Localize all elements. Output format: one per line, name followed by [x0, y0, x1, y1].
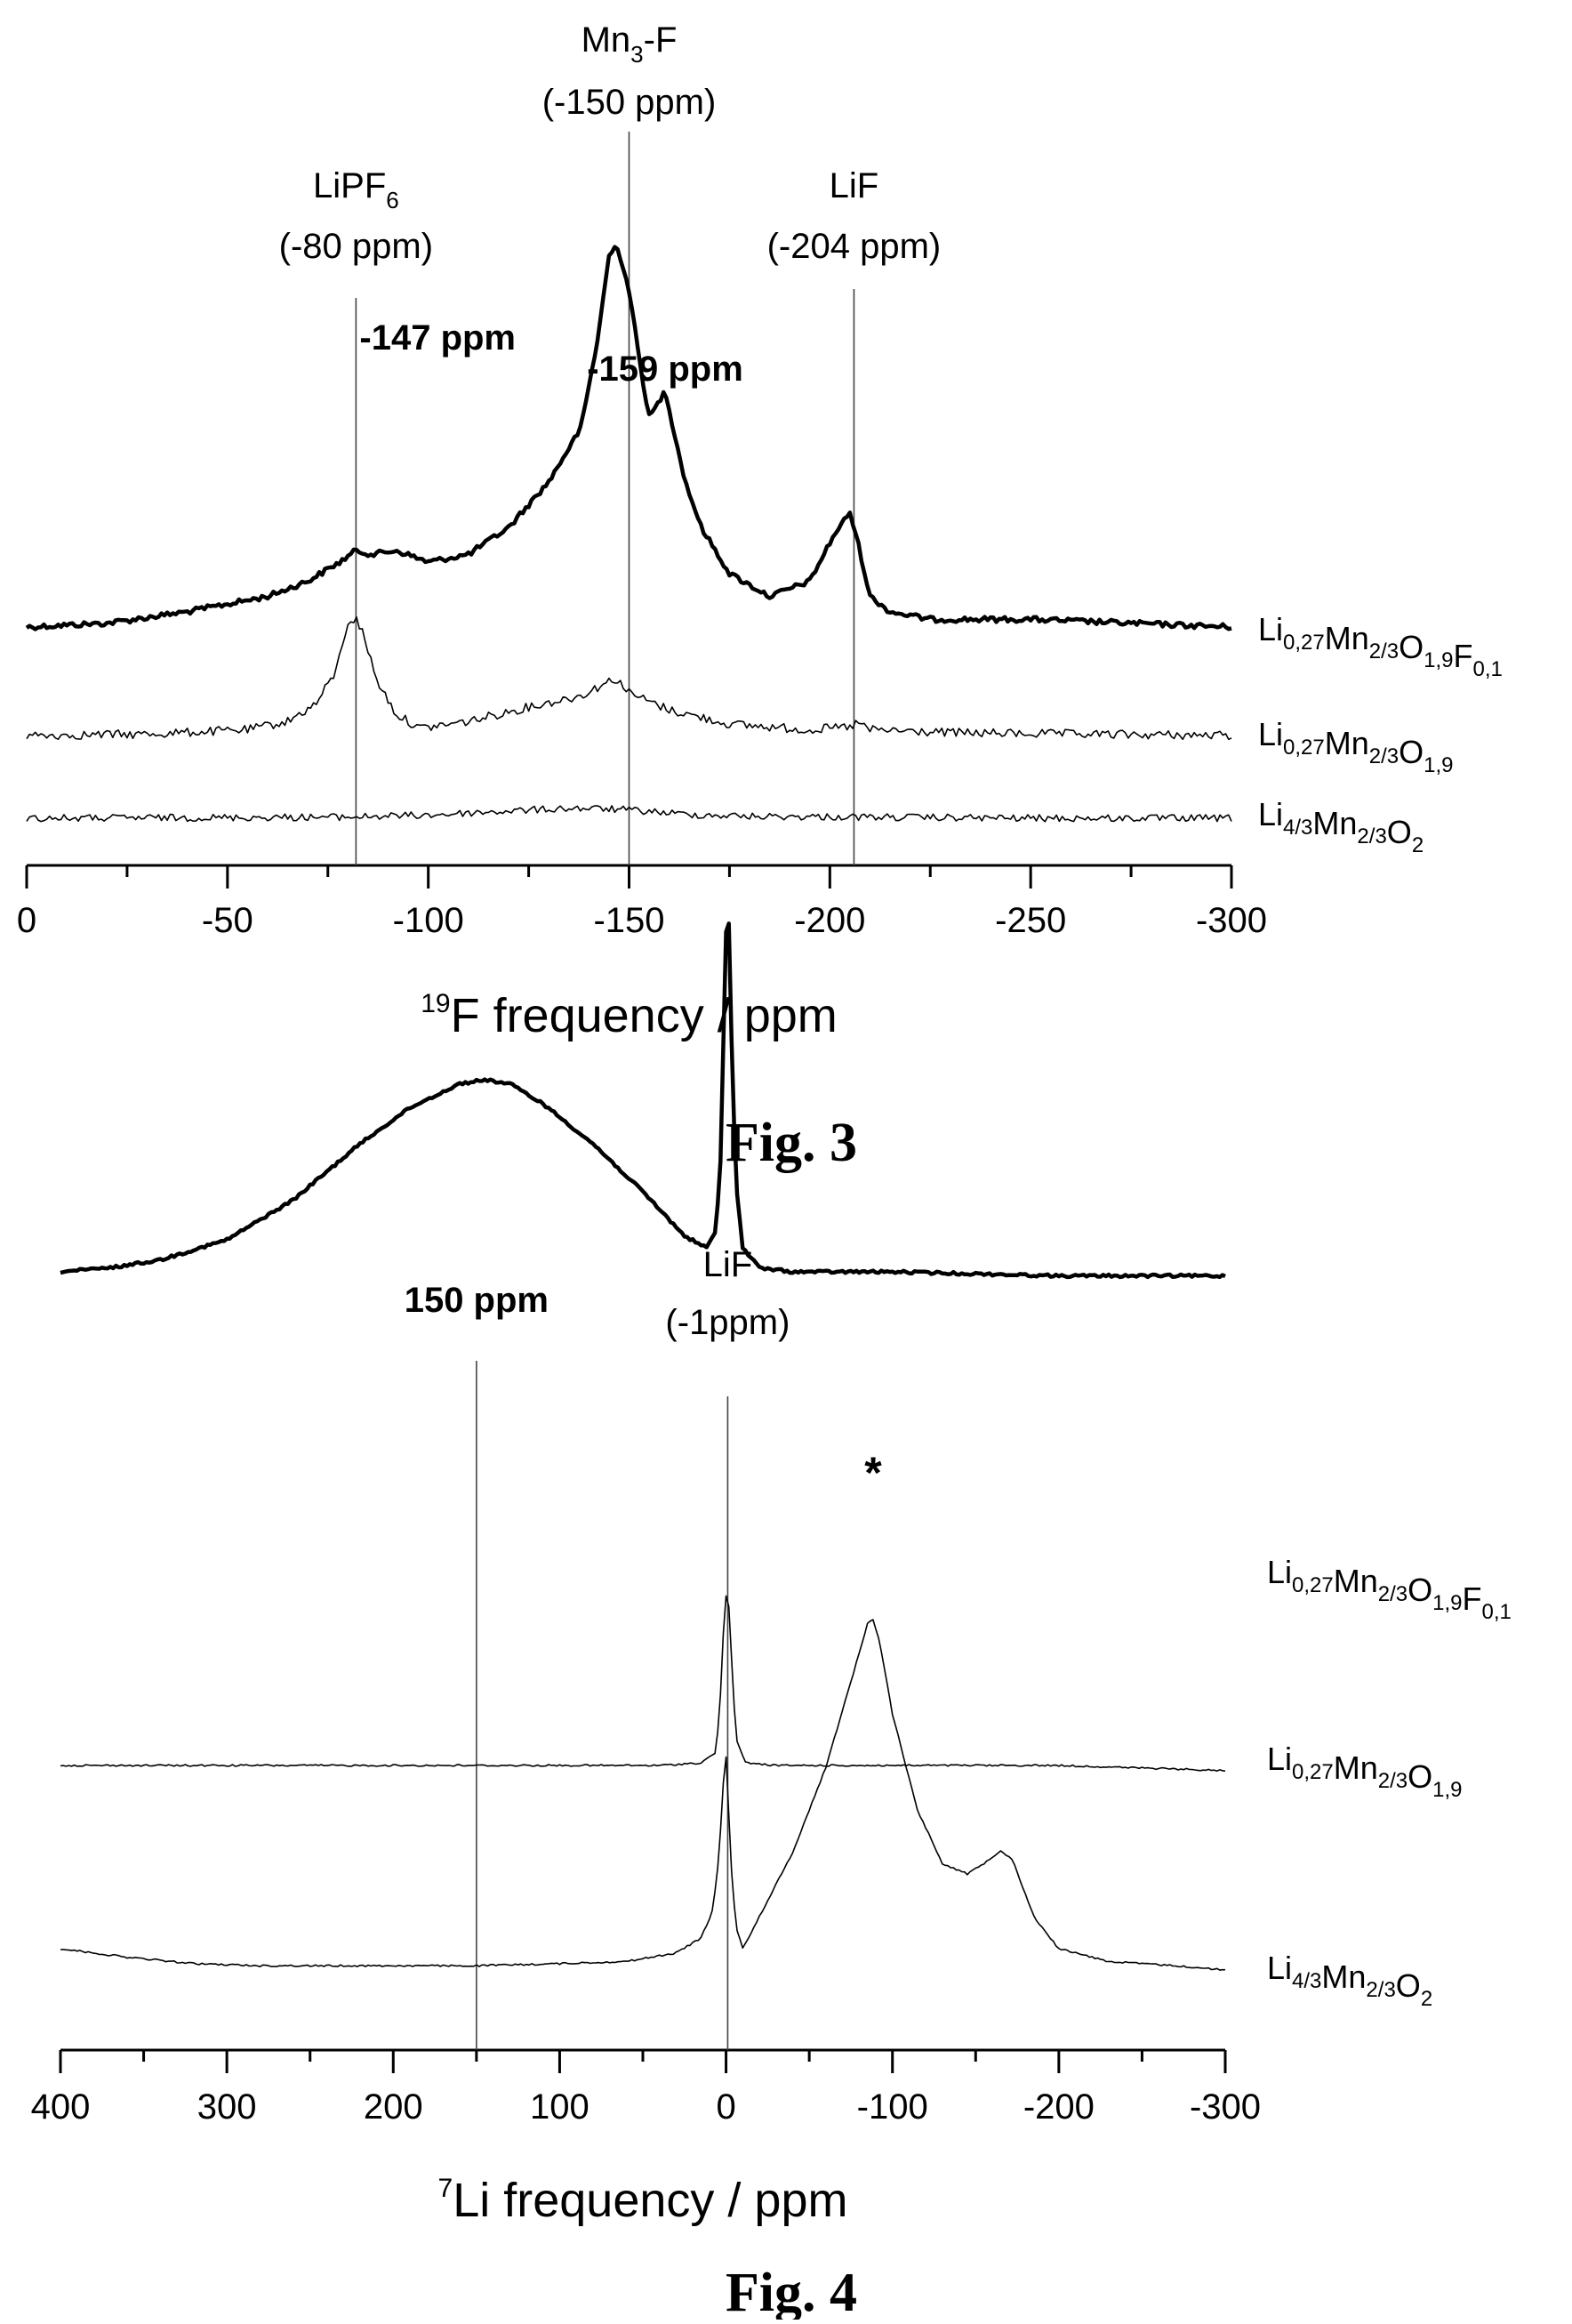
- x-tick-label: -250: [995, 901, 1066, 940]
- x-tick-label: -200: [1023, 2087, 1095, 2127]
- series-label: Li0,27Mn2/3O1,9F0,1: [1267, 1554, 1512, 1624]
- series-label: Li0,27Mn2/3O1,9: [1258, 716, 1454, 777]
- figure-caption: Fig. 4: [726, 2263, 857, 2320]
- x-tick-label: 0: [17, 901, 36, 940]
- series-line: [60, 1595, 1226, 1773]
- series-line: [25, 245, 1232, 631]
- x-tick-label: 200: [364, 2087, 423, 2127]
- series-line: [60, 1619, 1225, 1971]
- x-tick-label: -300: [1190, 2087, 1261, 2127]
- reference-ppm-label: (-204 ppm): [767, 227, 942, 266]
- series-label: Li4/3Mn2/3O2: [1258, 796, 1424, 857]
- x-tick-label: -100: [393, 901, 464, 940]
- series-line: [26, 615, 1232, 741]
- x-axis-label: 7Li frequency / ppm: [438, 2174, 848, 2227]
- series-label: Li0,27Mn2/3O1,9F0,1: [1258, 611, 1503, 681]
- fig3-group: 0 -50 -100 -150 -200 -250 -300 19F frequency / …: [17, 20, 1503, 1173]
- reference-ppm-label: (-1ppm): [665, 1303, 790, 1342]
- x-tick-label: 300: [197, 2087, 257, 2127]
- reference-line-label: LiPF6: [313, 166, 399, 213]
- x-tick-label: -200: [794, 901, 865, 940]
- reference-line-label: LiF: [830, 166, 879, 205]
- peak-label: -159 ppm: [587, 350, 743, 389]
- reference-ppm-label: (-80 ppm): [279, 227, 433, 266]
- x-tick-label: 100: [530, 2087, 590, 2127]
- peak-label: -147 ppm: [359, 318, 516, 358]
- figure-caption: Fig. 3: [726, 1113, 857, 1173]
- x-tick-label: -150: [593, 901, 664, 940]
- series-line: [60, 921, 1226, 1280]
- peak-label: *: [864, 1448, 882, 1498]
- series-line: [26, 805, 1232, 823]
- reference-ppm-label: (-150 ppm): [542, 83, 717, 122]
- x-tick-label: 0: [716, 2087, 735, 2127]
- x-axis-label: 19F frequency / ppm: [421, 989, 838, 1042]
- reference-line-label: Mn3-F: [581, 20, 678, 68]
- fig4-group: 400 300 200 100 0 -100 -200 -300 7Li frequency /…: [31, 921, 1512, 2323]
- x-tick-label: -50: [202, 901, 253, 940]
- series-label: Li4/3Mn2/3O2: [1267, 1950, 1432, 2011]
- x-tick-label: 400: [31, 2087, 91, 2127]
- reference-line-label: 150 ppm: [405, 1281, 549, 1320]
- x-tick-label: -300: [1196, 901, 1267, 940]
- x-tick-label: -100: [857, 2087, 928, 2127]
- series-label: Li0,27Mn2/3O1,9: [1267, 1741, 1463, 1802]
